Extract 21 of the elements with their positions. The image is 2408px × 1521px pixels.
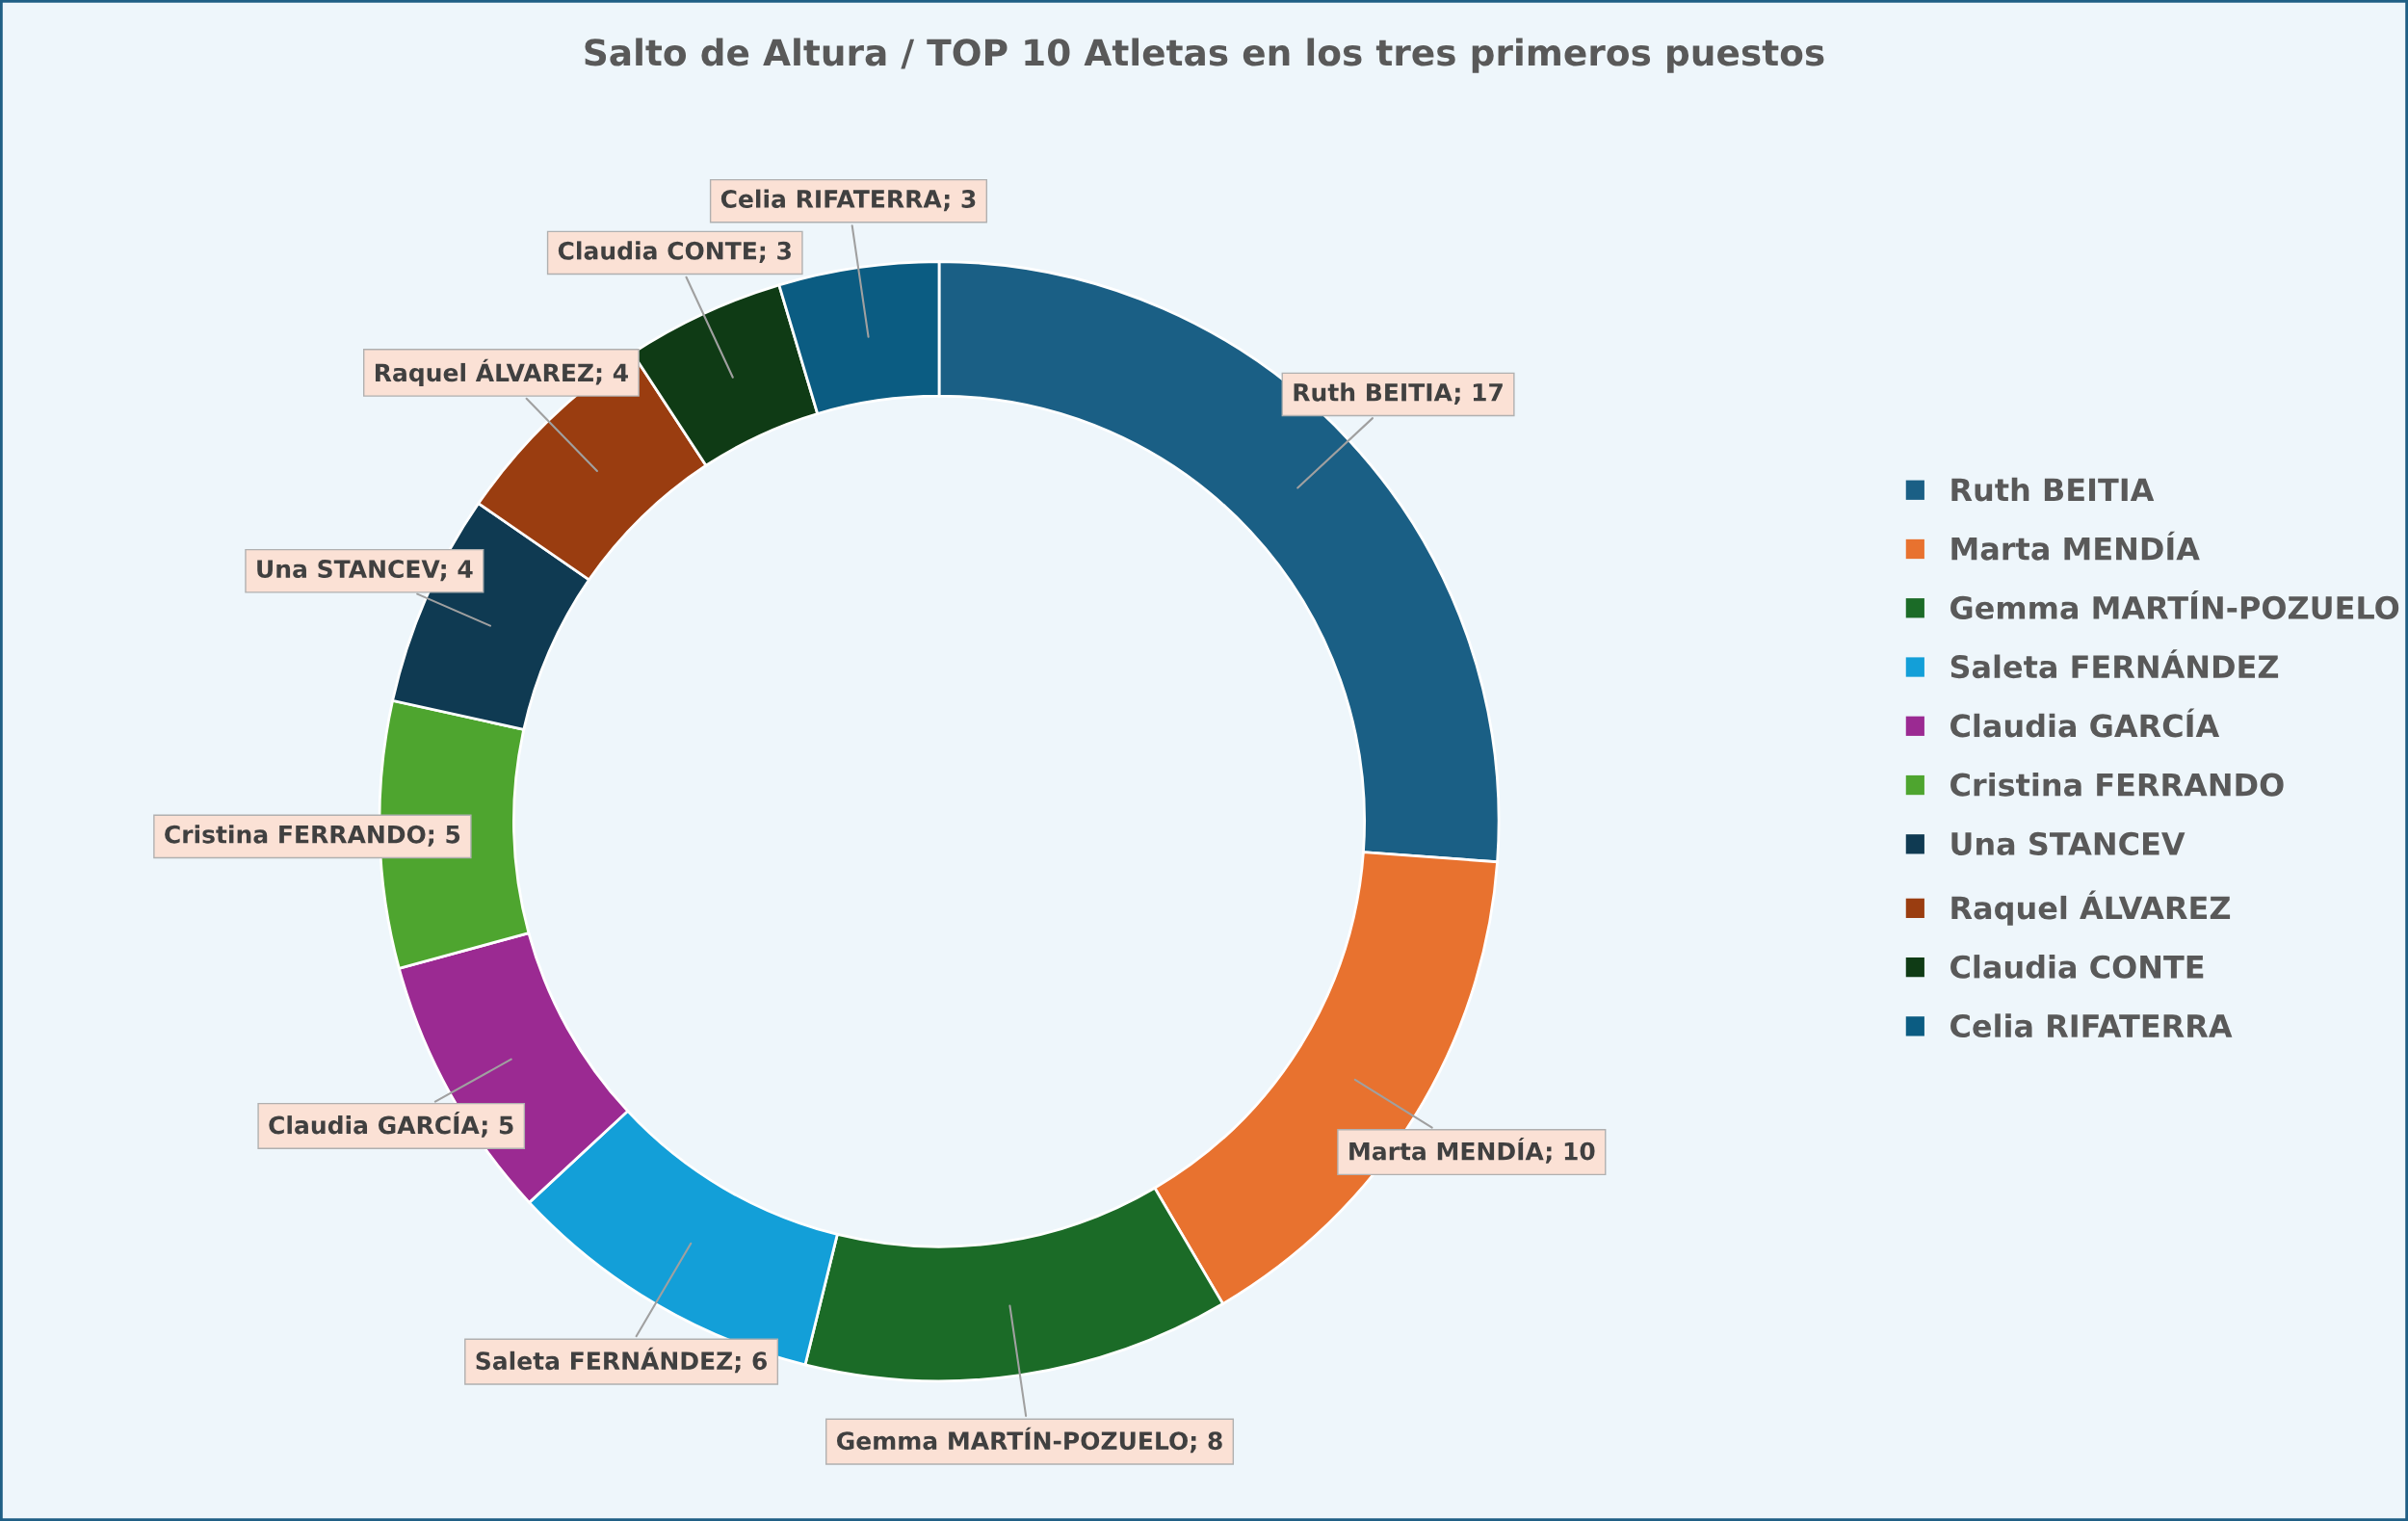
legend-label: Ruth BEITIA [1951, 477, 2155, 502]
legend-label: Claudia CONTE [1950, 955, 2204, 979]
legend-label: Celia RIFATERRA [1950, 1013, 2233, 1038]
data-label: Una STANCEV; 4 [257, 560, 473, 582]
data-label: Ruth BEITIA; 17 [1294, 382, 1503, 405]
legend-label: Marta MENDÍA [1951, 531, 2200, 561]
data-label: Gemma MARTÍN-POZUELO; 8 [836, 1427, 1222, 1454]
data-label: Marta MENDÍA; 10 [1349, 1138, 1595, 1164]
legend-label: Saleta FERNÁNDEZ [1950, 649, 2279, 679]
legend-label: Claudia GARCÍA [1950, 708, 2220, 738]
data-label: Claudia CONTE; 3 [558, 241, 791, 263]
data-label: Claudia GARCÍA; 5 [269, 1111, 513, 1138]
legend-label: Raquel ÁLVAREZ [1951, 890, 2231, 926]
legend-label: Gemma MARTÍN-POZUELO [1950, 590, 2399, 619]
data-label: Saleta FERNÁNDEZ; 6 [476, 1347, 768, 1374]
legend-label: Cristina FERRANDO [1950, 773, 2284, 797]
legend-label: Una STANCEV [1951, 831, 2186, 856]
data-label: Cristina FERRANDO; 5 [165, 825, 460, 847]
chart-title: Salto de Altura / TOP 10 Atletas en los tres primeros puestos [585, 38, 1824, 73]
data-label: Celia RIFATERRA; 3 [720, 189, 976, 212]
data-label: Raquel ÁLVAREZ; 4 [375, 358, 628, 387]
